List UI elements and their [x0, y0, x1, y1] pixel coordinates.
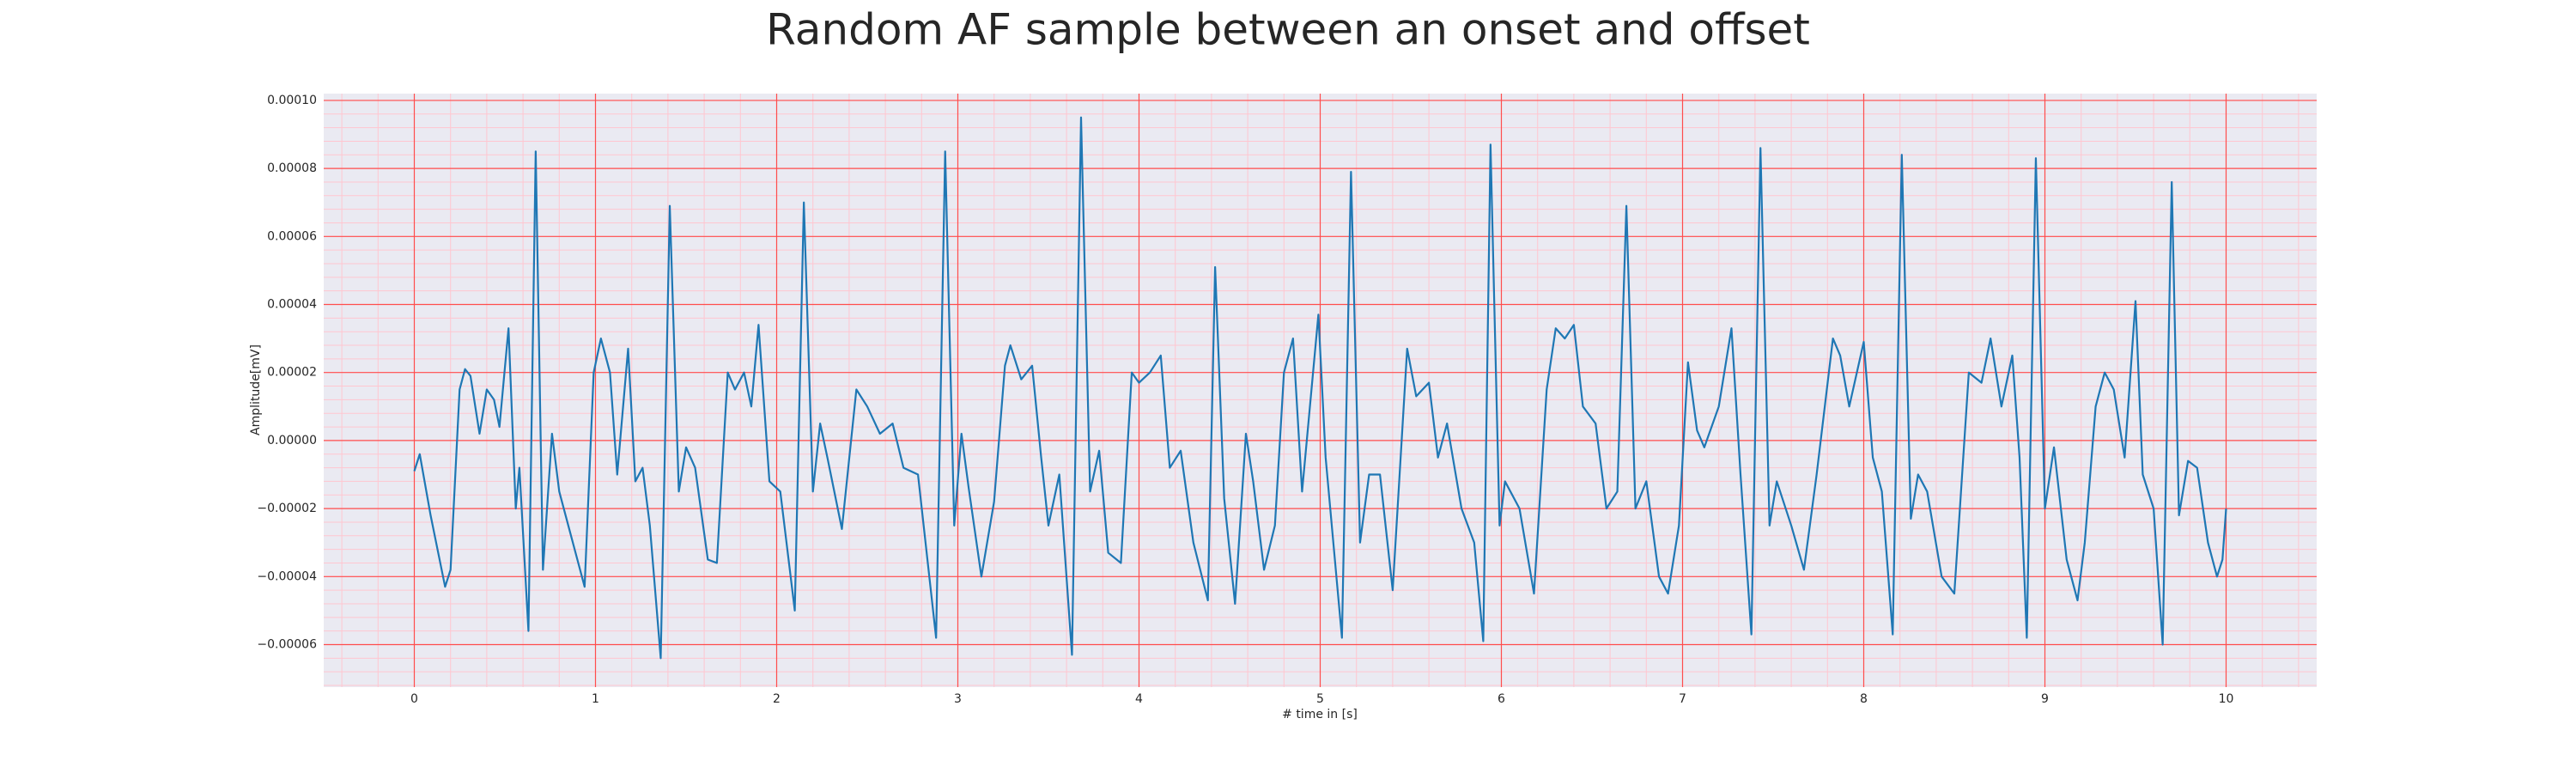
x-tick-label: 7 — [1679, 692, 1686, 706]
y-tick-label: 0.00006 — [267, 229, 317, 243]
y-tick-label: 0.00004 — [267, 298, 317, 312]
x-tick-label: 9 — [2041, 692, 2049, 706]
x-tick-label: 5 — [1316, 692, 1324, 706]
chart-title: Random AF sample between an onset and of… — [766, 5, 1810, 55]
y-tick-label: 0.00002 — [267, 366, 317, 380]
y-axis-label: Amplitude[mV] — [249, 344, 263, 435]
y-tick-label: −0.00006 — [257, 638, 317, 652]
x-axis-label: # time in [s] — [1282, 708, 1358, 721]
x-tick-label: 10 — [2219, 692, 2234, 706]
signal-line — [413, 116, 2227, 660]
y-tick-label: −0.00004 — [257, 569, 317, 583]
x-tick-label: 1 — [592, 692, 599, 706]
x-tick-label: 8 — [1860, 692, 1868, 706]
x-tick-label: 4 — [1135, 692, 1143, 706]
x-tick-label: 3 — [954, 692, 962, 706]
y-tick-label: −0.00002 — [257, 502, 317, 515]
x-tick-label: 0 — [410, 692, 418, 706]
x-tick-label: 6 — [1498, 692, 1505, 706]
y-tick-label: 0.00000 — [267, 434, 317, 447]
y-tick-label: 0.00010 — [267, 94, 317, 107]
y-tick-label: 0.00008 — [267, 161, 317, 175]
x-tick-label: 2 — [773, 692, 781, 706]
